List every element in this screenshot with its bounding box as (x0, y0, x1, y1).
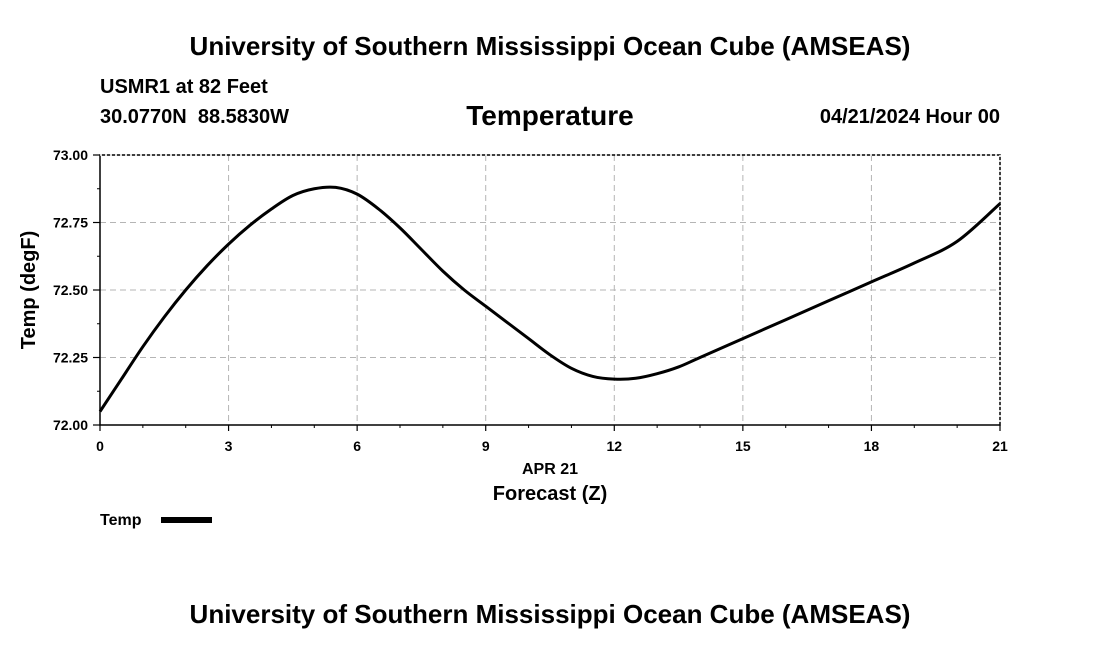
series-layer (98, 185, 1001, 413)
y-tick-label: 73.00 (53, 147, 88, 163)
x-tick-label: 21 (992, 438, 1008, 454)
station-label: USMR1 at 82 Feet (100, 76, 268, 98)
y-tick-label: 72.50 (53, 282, 88, 298)
grid-lines (100, 155, 1000, 425)
x-axis-title: Forecast (Z) (493, 483, 607, 505)
footer-title: University of Southern Mississippi Ocean… (189, 599, 911, 629)
chart-title: Temperature (466, 100, 634, 131)
x-tick-label: 9 (482, 438, 490, 454)
y-tick-label: 72.25 (53, 350, 88, 366)
x-tick-label: 15 (735, 438, 751, 454)
station-coordinates: 30.0770N 88.5830W (100, 106, 290, 128)
x-tick-label: 12 (606, 438, 622, 454)
temp-series-line (98, 185, 1001, 413)
forecast-datetime: 04/21/2024 Hour 00 (819, 106, 1000, 128)
x-axis-date-label: APR 21 (522, 461, 578, 478)
x-tick-label: 18 (864, 438, 880, 454)
axis-ticks: 0 3 6 9 12 15 18 21 72.00 72.25 72.50 72.75 73.00 (53, 147, 1008, 454)
x-tick-label: 6 (353, 438, 361, 454)
y-axis-title: Temp (degF) (18, 231, 40, 350)
page-title: University of Southern Mississippi Ocean… (189, 31, 911, 61)
y-tick-label: 72.75 (53, 215, 88, 231)
x-tick-label: 3 (225, 438, 233, 454)
x-tick-label: 0 (96, 438, 104, 454)
y-tick-label: 72.00 (53, 417, 88, 433)
legend-label: Temp (100, 512, 142, 529)
